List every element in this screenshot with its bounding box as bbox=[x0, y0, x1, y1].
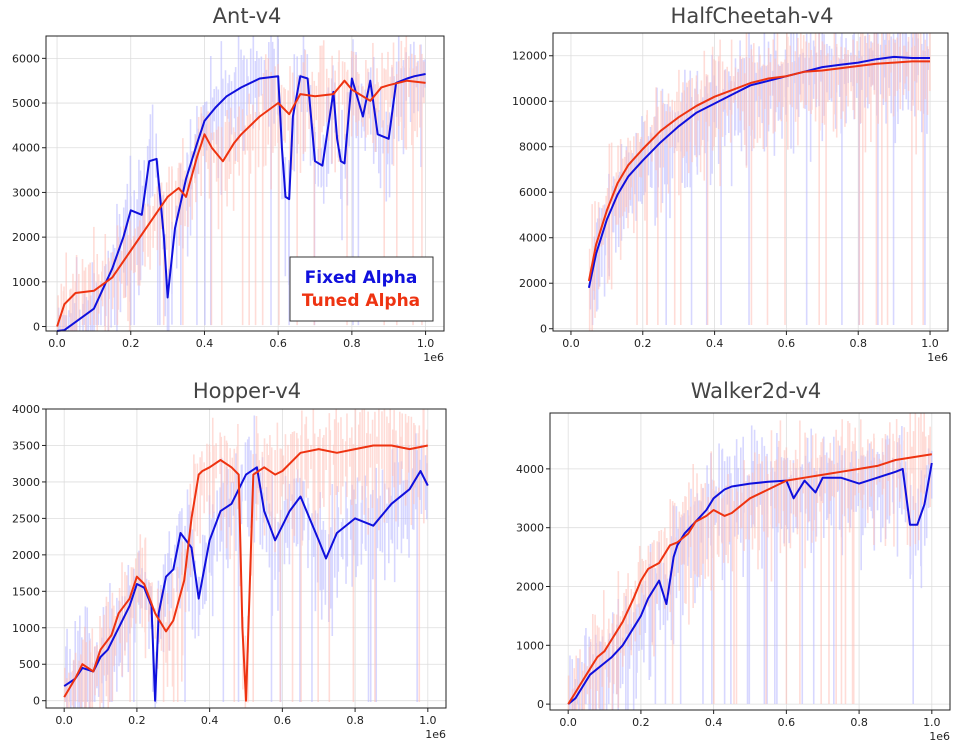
y-tick-label: 3000 bbox=[12, 186, 40, 199]
noise-band-tuned bbox=[63, 409, 428, 708]
legend-fixed-label: Fixed Alpha bbox=[305, 268, 418, 288]
chart-walker2d: Walker2d-v4 0.0 0.2 0.4 0.6 0.8 1.0 0 1000 2000 3… bbox=[516, 379, 951, 743]
series-line-tuned-alpha-halfcheetah bbox=[587, 60, 930, 282]
x-tick-label: 0.8 bbox=[346, 714, 364, 727]
legend: Fixed Alpha Tuned Alpha bbox=[289, 256, 434, 322]
x-tick-label: 0.0 bbox=[562, 337, 580, 350]
x-tick-label: 0.2 bbox=[122, 337, 140, 350]
y-tick-label: 12000 bbox=[512, 50, 547, 63]
series-line-fixed-alpha-walker2d bbox=[567, 462, 933, 705]
x-tick-label: 0.8 bbox=[343, 337, 361, 350]
y-tick-label: 500 bbox=[19, 658, 40, 671]
y-tick-label: 0 bbox=[33, 695, 40, 708]
series-line-tuned-alpha-hopper bbox=[63, 444, 428, 702]
x-multiplier-label: 1e6 bbox=[929, 730, 950, 743]
chart-title-walker2d: Walker2d-v4 bbox=[691, 379, 822, 403]
y-tick-label: 4000 bbox=[519, 232, 547, 245]
y-tick-label: 3500 bbox=[12, 439, 40, 452]
x-multiplier-label: 1e6 bbox=[423, 351, 444, 364]
series-line-fixed-alpha-ant bbox=[56, 73, 426, 332]
x-tick-label: 0.2 bbox=[632, 716, 650, 729]
x-tick-label: 0.4 bbox=[705, 716, 723, 729]
x-tick-label: 1.0 bbox=[923, 716, 941, 729]
x-tick-label: 0.4 bbox=[201, 714, 219, 727]
x-tick-label: 0.0 bbox=[48, 337, 66, 350]
x-tick-label: 0.6 bbox=[778, 716, 796, 729]
x-tick-label: 0.4 bbox=[196, 337, 214, 350]
y-tick-label: 2000 bbox=[12, 231, 40, 244]
y-tick-label: 10000 bbox=[512, 95, 547, 108]
x-tick-label: 0.0 bbox=[55, 714, 73, 727]
x-tick-label: 0.2 bbox=[634, 337, 652, 350]
y-tick-label: 0 bbox=[33, 321, 40, 334]
y-tick-label: 4000 bbox=[12, 403, 40, 416]
chart-title-halfcheetah: HalfCheetah-v4 bbox=[671, 4, 834, 28]
x-tick-label: 0.8 bbox=[849, 337, 867, 350]
plot-frame bbox=[45, 35, 445, 332]
x-tick-label: 0.4 bbox=[706, 337, 724, 350]
chart-halfcheetah: HalfCheetah-v4 0.0 0.2 0.4 0.6 0.8 1.0 0 2000 40… bbox=[512, 4, 949, 364]
y-tick-label: 2000 bbox=[516, 580, 544, 593]
legend-tuned-label: Tuned Alpha bbox=[302, 291, 420, 311]
chart-title-ant: Ant-v4 bbox=[213, 4, 282, 28]
y-tick-label: 8000 bbox=[519, 141, 547, 154]
y-tick-label: 0 bbox=[537, 698, 544, 711]
x-tick-label: 1.0 bbox=[419, 714, 437, 727]
plot-frame bbox=[45, 408, 447, 709]
chart-title-hopper: Hopper-v4 bbox=[193, 379, 301, 403]
x-tick-label: 1.0 bbox=[921, 337, 939, 350]
x-tick-label: 0.2 bbox=[128, 714, 146, 727]
x-tick-label: 0.6 bbox=[269, 337, 287, 350]
series-line-tuned-alpha-ant bbox=[56, 79, 426, 327]
chart-ant: Ant-v4 0.0 0.2 0.4 0.6 0.8 1.0 0 1000 2000 3000 40… bbox=[12, 4, 445, 364]
y-tick-label: 2000 bbox=[12, 549, 40, 562]
x-tick-label: 0.6 bbox=[778, 337, 796, 350]
series-line-tuned-alpha-walker2d bbox=[567, 453, 932, 705]
noise-band-fixed bbox=[569, 425, 933, 710]
y-tick-label: 5000 bbox=[12, 97, 40, 110]
y-tick-label: 3000 bbox=[12, 476, 40, 489]
y-tick-label: 4000 bbox=[12, 142, 40, 155]
series-line-fixed-alpha-hopper bbox=[63, 466, 429, 702]
y-tick-label: 6000 bbox=[12, 52, 40, 65]
y-tick-label: 1000 bbox=[12, 622, 40, 635]
y-tick-label: 1000 bbox=[516, 639, 544, 652]
plot-frame bbox=[549, 412, 951, 711]
y-tick-label: 3000 bbox=[516, 522, 544, 535]
x-multiplier-label: 1e6 bbox=[425, 728, 446, 741]
y-tick-label: 2000 bbox=[519, 277, 547, 290]
plot-frame bbox=[552, 32, 949, 332]
x-tick-label: 0.0 bbox=[559, 716, 577, 729]
y-tick-label: 0 bbox=[540, 323, 547, 336]
x-tick-label: 0.6 bbox=[274, 714, 292, 727]
chart-hopper: Hopper-v4 0.0 0.2 0.4 0.6 0.8 1.0 0 500 1000 1500… bbox=[12, 379, 447, 741]
series-line-fixed-alpha-halfcheetah bbox=[587, 55, 930, 289]
y-tick-label: 1000 bbox=[12, 276, 40, 289]
y-tick-label: 6000 bbox=[519, 186, 547, 199]
x-tick-label: 0.8 bbox=[850, 716, 868, 729]
x-multiplier-label: 1e6 bbox=[927, 351, 948, 364]
legend-box bbox=[289, 256, 434, 322]
y-tick-label: 1500 bbox=[12, 585, 40, 598]
y-tick-label: 2500 bbox=[12, 512, 40, 525]
x-tick-label: 1.0 bbox=[417, 337, 435, 350]
y-tick-label: 4000 bbox=[516, 463, 544, 476]
